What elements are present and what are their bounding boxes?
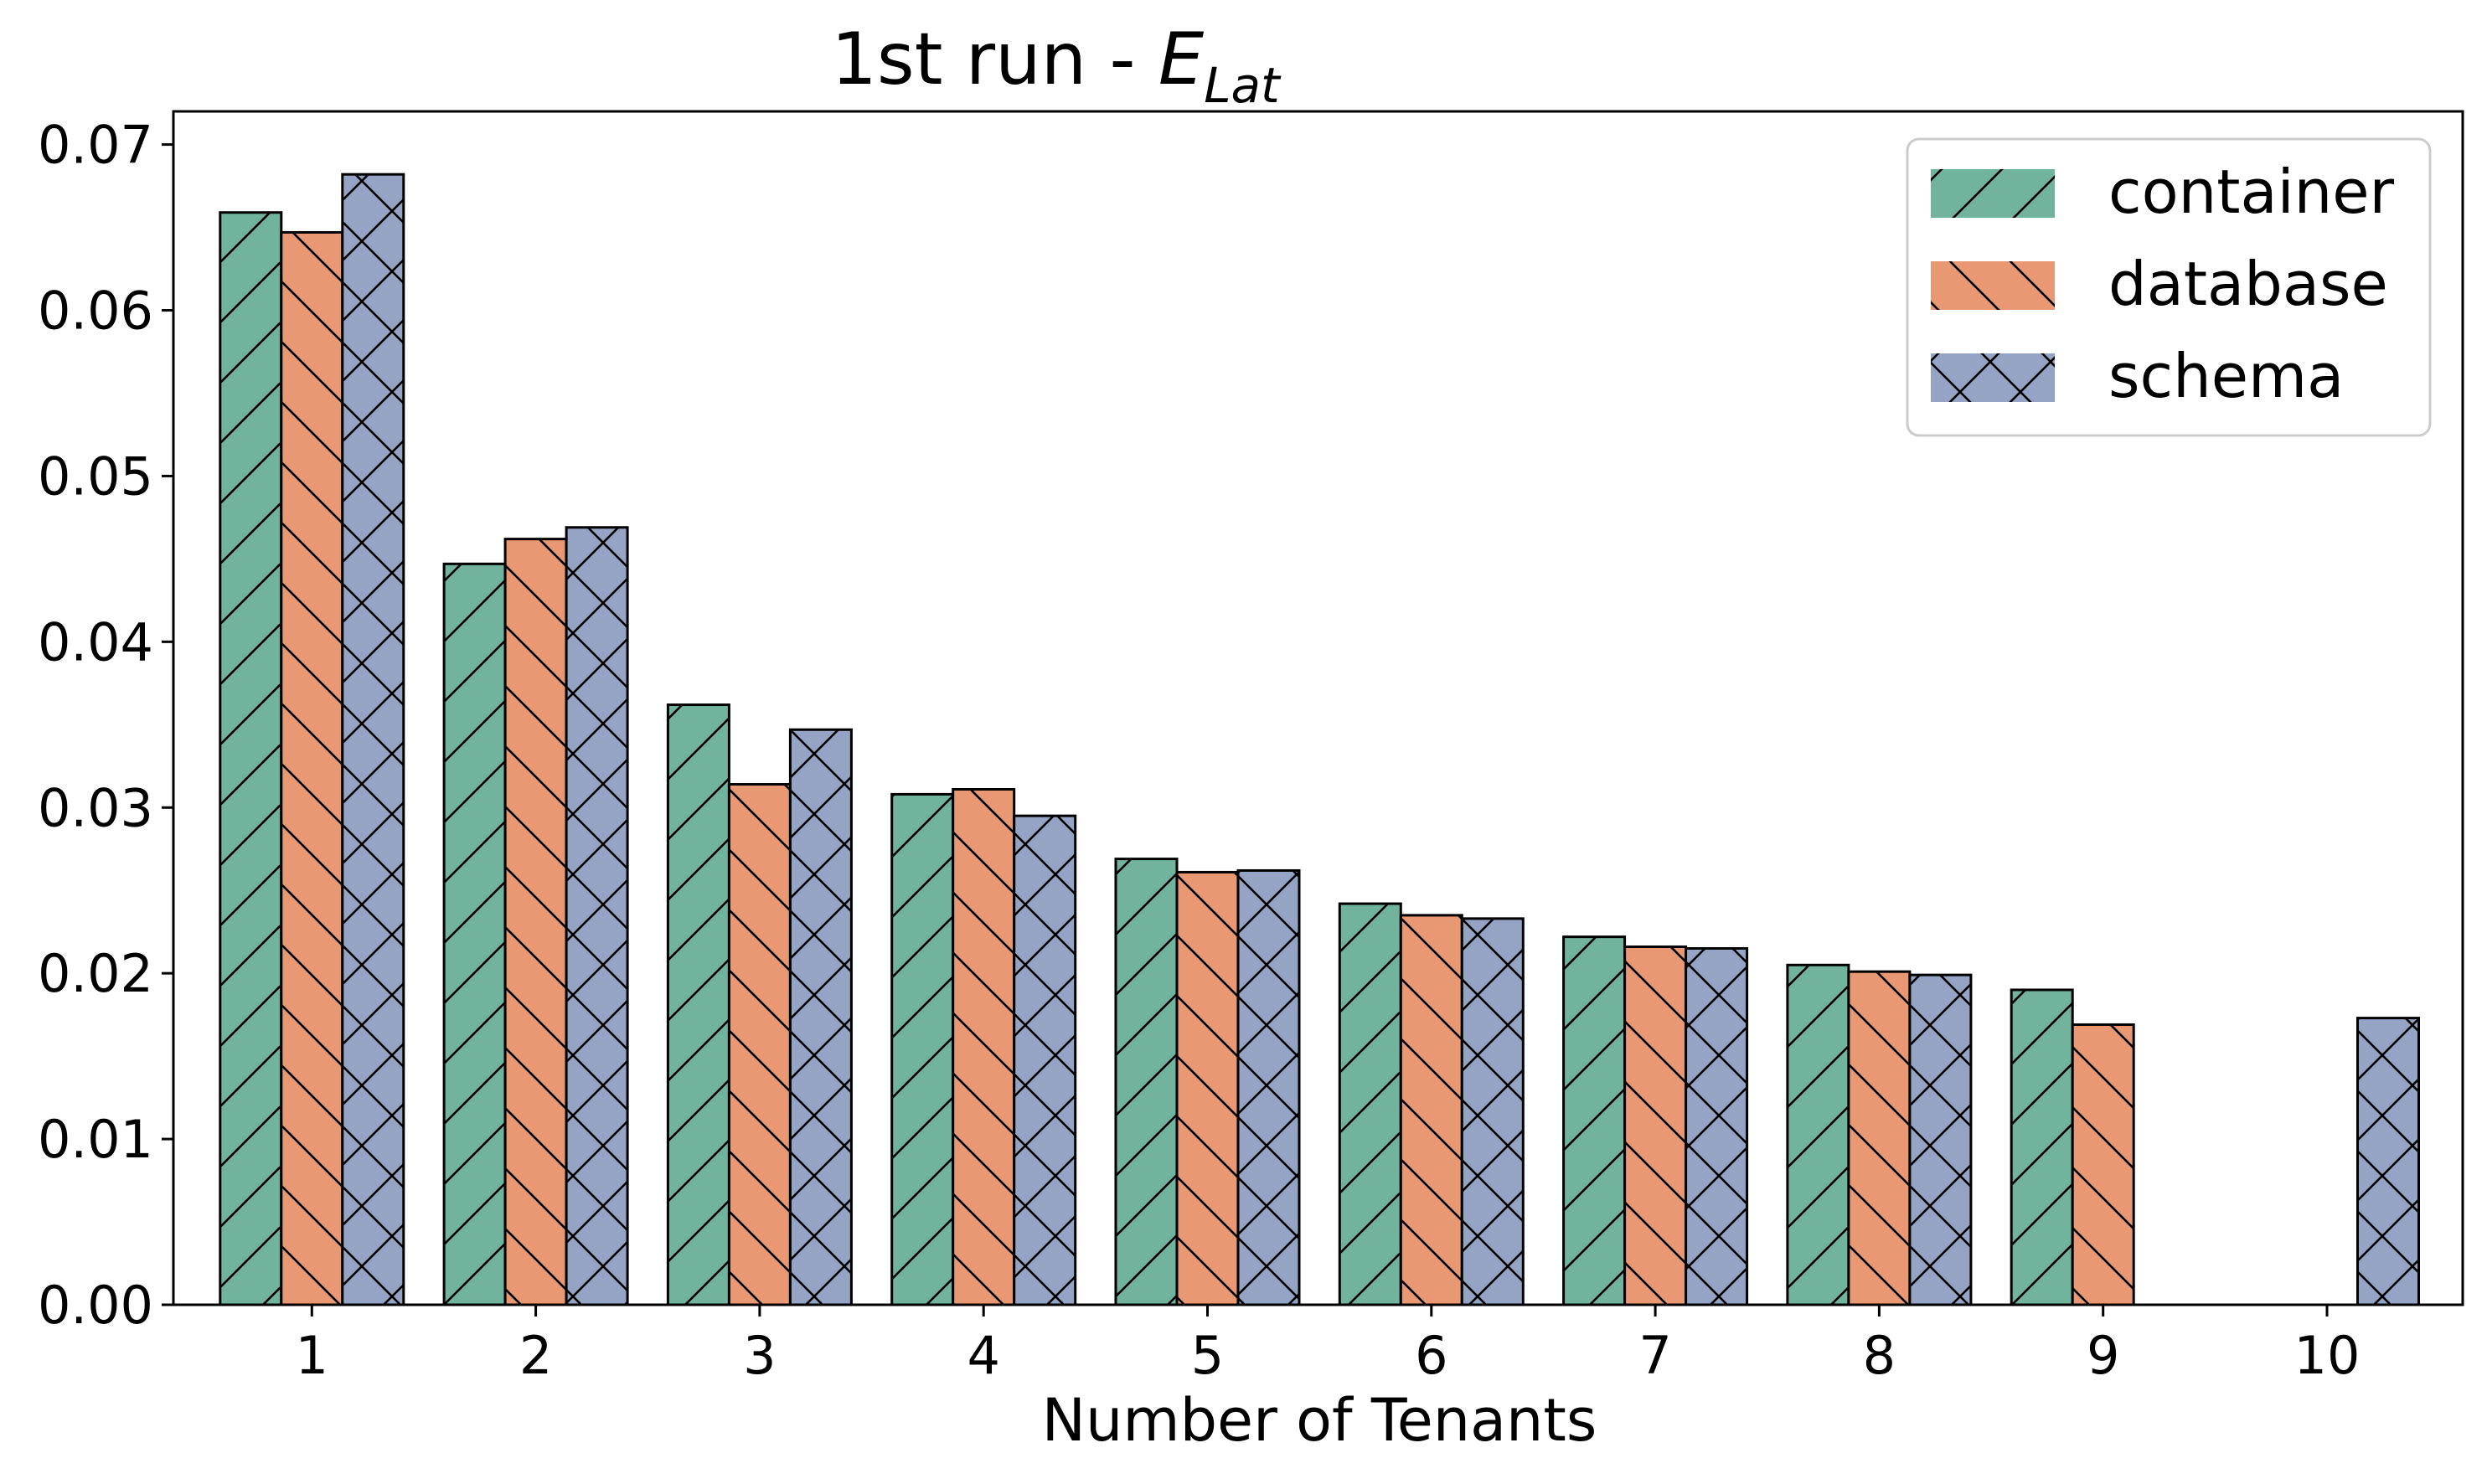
legend-label-database: database <box>2108 249 2388 319</box>
legend-item-database: database <box>1931 249 2388 319</box>
y-tick-label: 0.06 <box>38 281 153 342</box>
bar-container-1 <box>219 211 283 1306</box>
bar-database-6 <box>1399 914 1463 1306</box>
y-tick-label: 0.01 <box>38 1109 153 1170</box>
bar-container-4 <box>890 792 955 1306</box>
x-tick-label: 2 <box>519 1325 552 1386</box>
bar-database-9 <box>2071 1023 2135 1306</box>
x-tick-label: 8 <box>1863 1325 1896 1386</box>
y-tick-label: 0.02 <box>38 943 153 1004</box>
legend-swatch-database <box>1931 261 2055 310</box>
bars-group <box>219 173 2420 1306</box>
bar-schema-2 <box>565 526 629 1306</box>
plot-frame <box>172 110 2464 1306</box>
bar-schema-4 <box>1013 814 1077 1306</box>
legend-item-container: container <box>1931 157 2395 227</box>
y-tick-label: 0.00 <box>38 1275 153 1336</box>
chart-title: 1st run - ELat <box>831 18 1282 114</box>
y-tick-label: 0.03 <box>38 777 153 838</box>
bar-database-1 <box>280 230 344 1306</box>
legend: container database schema <box>1906 137 2432 437</box>
legend-swatch-schema <box>1931 353 2055 402</box>
x-tick-label: 9 <box>2087 1325 2119 1386</box>
bar-database-3 <box>727 783 792 1306</box>
y-tick-label: 0.05 <box>38 446 153 507</box>
bar-container-6 <box>1338 902 1402 1306</box>
x-tick-label: 6 <box>1415 1325 1447 1386</box>
bar-container-8 <box>1786 963 1850 1306</box>
bar-database-7 <box>1623 946 1688 1306</box>
legend-swatch-container <box>1931 169 2055 218</box>
bar-schema-7 <box>1685 946 1749 1306</box>
bar-container-9 <box>2010 988 2074 1306</box>
x-tick-label: 7 <box>1638 1325 1671 1386</box>
legend-label-container: container <box>2108 157 2395 227</box>
bar-container-5 <box>1114 858 1179 1306</box>
bar-schema-3 <box>788 728 853 1306</box>
x-axis-label: Number of Tenants <box>1042 1386 1597 1455</box>
bar-container-2 <box>442 562 507 1306</box>
x-tick-label: 4 <box>967 1325 999 1386</box>
bar-schema-10 <box>2355 1017 2420 1306</box>
bar-container-3 <box>666 703 730 1306</box>
bar-schema-5 <box>1236 868 1301 1306</box>
chart-title-math-subscript: Lat <box>1204 57 1282 114</box>
bar-database-5 <box>1175 870 1240 1306</box>
x-tick-label: 5 <box>1191 1325 1224 1386</box>
y-axis: 0.00 0.01 0.02 0.03 0.04 0.05 0.06 0.07 <box>38 115 173 1336</box>
legend-label-schema: schema <box>2108 341 2344 411</box>
y-tick-label: 0.07 <box>38 115 153 176</box>
bar-container-7 <box>1562 935 1627 1306</box>
chart-title-prefix: 1st run - <box>831 18 1158 101</box>
bar-schema-8 <box>1908 973 1973 1306</box>
bar-database-2 <box>503 538 568 1306</box>
x-tick-label: 3 <box>743 1325 776 1386</box>
y-tick-label: 0.04 <box>38 611 153 672</box>
bar-schema-1 <box>341 173 405 1306</box>
x-axis: 1 2 3 4 5 6 7 8 9 10 <box>296 1305 2361 1386</box>
bar-database-8 <box>1847 970 1912 1306</box>
bar-schema-6 <box>1460 917 1525 1306</box>
x-tick-label: 1 <box>296 1325 328 1386</box>
chart-title-math-base: E <box>1158 18 1205 101</box>
legend-item-schema: schema <box>1931 341 2344 411</box>
x-tick-label: 10 <box>2294 1325 2361 1386</box>
bar-database-4 <box>952 787 1016 1306</box>
